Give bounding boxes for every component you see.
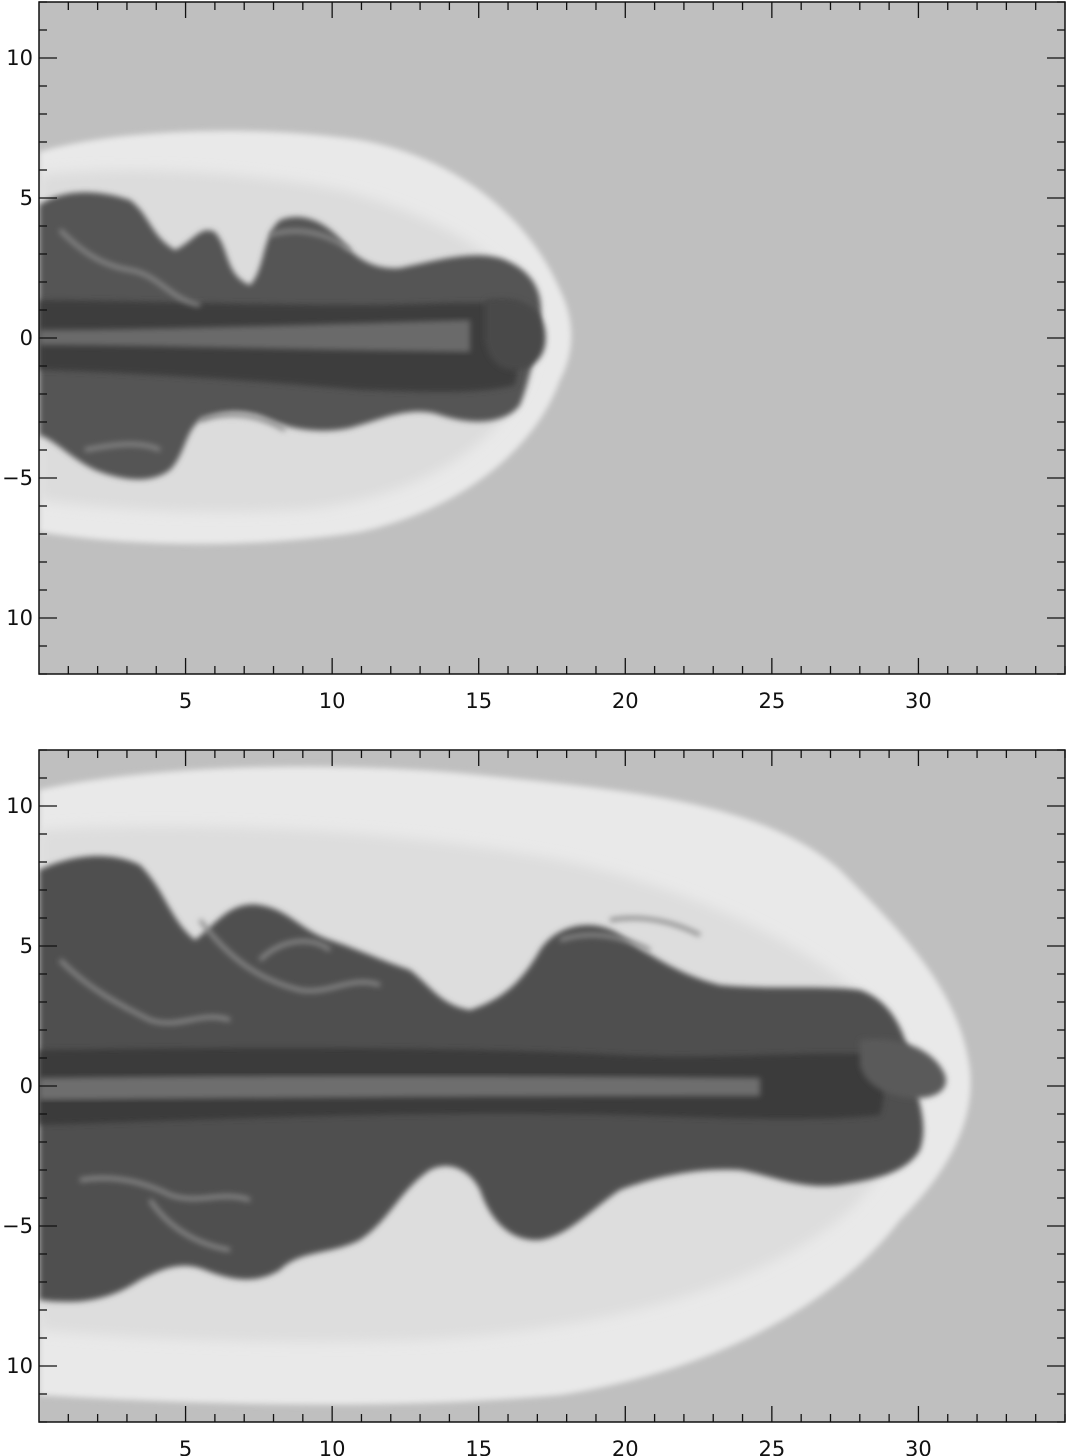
x-tick-label: 5 bbox=[179, 1437, 192, 1456]
jet-spine bbox=[39, 320, 470, 352]
x-tick-label: 15 bbox=[465, 1437, 492, 1456]
y-tick-label: 5 bbox=[20, 934, 33, 958]
y-tick-label: 0 bbox=[20, 1074, 33, 1098]
vortex-highlights bbox=[58, 916, 701, 1252]
y-tick-label: 10 bbox=[6, 46, 33, 70]
density-image bbox=[39, 766, 971, 1405]
x-tick-label: 20 bbox=[612, 1437, 639, 1456]
y-tick-label: 10 bbox=[6, 794, 33, 818]
axis-ticks bbox=[39, 749, 1066, 1423]
x-tick-label: 10 bbox=[319, 689, 346, 713]
y-tick-label: 5 bbox=[20, 186, 33, 210]
y-tick-label: 10 bbox=[6, 1354, 33, 1378]
jet-head bbox=[485, 298, 546, 371]
axis-tick-labels: 5 10 15 20 25 30 10 5 0 −5 10 bbox=[2, 794, 932, 1456]
x-tick-label: 30 bbox=[905, 689, 932, 713]
axis-tick-labels: 5 10 15 20 25 30 10 5 0 −5 10 bbox=[2, 46, 932, 713]
panel-top: 5 10 15 20 25 30 10 5 0 −5 10 bbox=[2, 1, 1066, 713]
jet-spine bbox=[39, 1075, 760, 1100]
y-tick-label: 10 bbox=[6, 606, 33, 630]
x-tick-label: 25 bbox=[758, 1437, 785, 1456]
x-tick-label: 10 bbox=[319, 1437, 346, 1456]
y-tick-label: −5 bbox=[2, 466, 33, 490]
density-image bbox=[39, 130, 572, 545]
y-tick-label: 0 bbox=[20, 326, 33, 350]
x-tick-label: 20 bbox=[612, 689, 639, 713]
jet-head bbox=[860, 1039, 946, 1099]
x-tick-label: 5 bbox=[179, 689, 192, 713]
x-tick-label: 30 bbox=[905, 1437, 932, 1456]
y-tick-label: −5 bbox=[2, 1214, 33, 1238]
x-tick-label: 25 bbox=[758, 689, 785, 713]
axis-ticks bbox=[39, 1, 1066, 675]
panel-bottom: 5 10 15 20 25 30 10 5 0 −5 10 bbox=[2, 749, 1066, 1456]
vortex-highlights bbox=[58, 228, 352, 452]
x-tick-label: 15 bbox=[465, 689, 492, 713]
